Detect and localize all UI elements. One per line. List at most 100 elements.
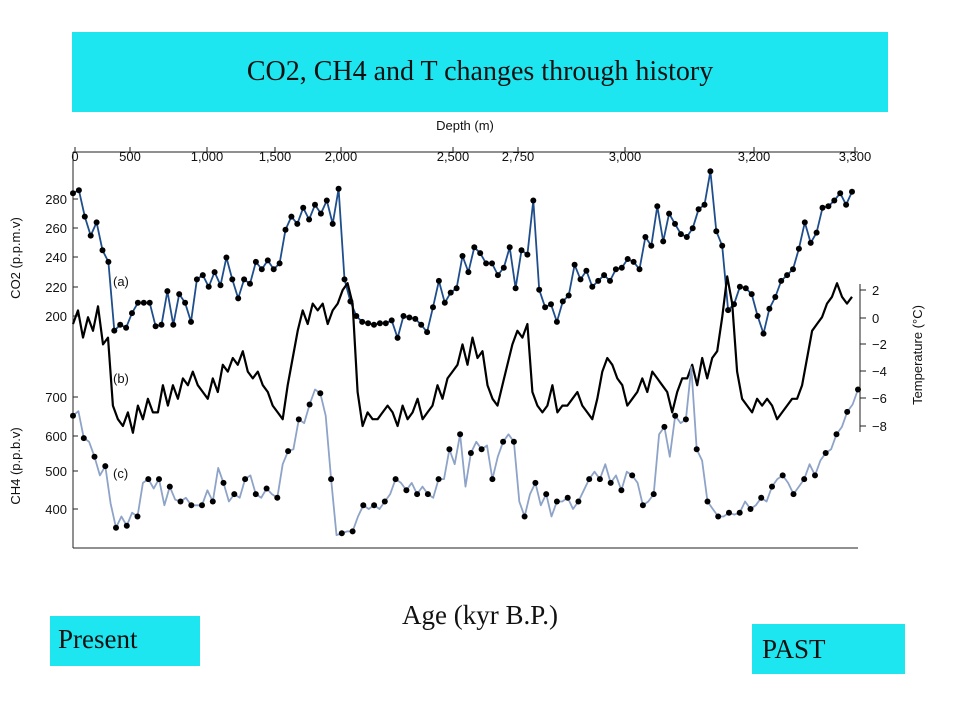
series-a-point (512, 285, 519, 292)
series-a-point (247, 280, 253, 287)
series-a-point (164, 288, 171, 295)
series-a-point (158, 321, 165, 328)
series-a-point (642, 234, 649, 240)
series-a-point (807, 239, 814, 246)
series-b-line (71, 275, 853, 434)
series-a-point (607, 277, 613, 284)
series-a-point (801, 219, 808, 226)
series-a-point (193, 276, 200, 283)
series-a-point (435, 277, 442, 284)
series-a-point (176, 291, 183, 298)
series-a-point (524, 251, 531, 258)
panel-b-tick-label: −6 (872, 391, 887, 406)
past-label: PAST (762, 634, 826, 664)
series-a-point (140, 299, 147, 306)
series-a-point (618, 264, 625, 271)
series-c-point (661, 423, 668, 430)
series-a-point (170, 321, 177, 328)
series-c-point (844, 408, 851, 415)
panel-c-tick-label: 700 (45, 390, 67, 405)
series-c-point (381, 498, 388, 505)
series-c-point (156, 476, 162, 483)
present-label-box: Present (50, 616, 200, 666)
series-a-point (111, 327, 118, 334)
series-a-point (465, 269, 472, 276)
series-a-point (129, 310, 135, 317)
series-a-point (630, 258, 637, 265)
series-a-point (849, 188, 855, 195)
series-c-point (790, 491, 797, 498)
series-a-point (282, 226, 289, 233)
depth-tick-label: 1,000 (191, 149, 224, 164)
depth-tick-label: 2,000 (325, 149, 358, 164)
panel-b-tick-label: −4 (872, 364, 887, 379)
panel-b-tick-label: 2 (872, 283, 879, 298)
series-c-point (715, 513, 722, 520)
series-c-point (553, 498, 560, 505)
series-a-point (412, 315, 419, 322)
series-a-point (654, 203, 661, 210)
series-a-point (506, 244, 513, 251)
series-c-point (457, 431, 464, 438)
series-a-point (695, 206, 702, 213)
past-label-box: PAST (752, 624, 905, 674)
series-a-point (211, 269, 218, 276)
series-c-point (629, 472, 636, 479)
panel-a-tick-label: 200 (45, 309, 67, 324)
series-c-point (338, 530, 345, 537)
series-a-point (394, 334, 401, 341)
series-c-point (543, 491, 550, 498)
series-a-point (660, 238, 667, 245)
series-a-point (825, 203, 832, 210)
series-c-point (328, 476, 335, 483)
series-c-point (414, 491, 421, 498)
series-a-point (772, 294, 779, 300)
series-a-point (689, 225, 696, 232)
series-a-point (388, 317, 395, 324)
series-a-point (371, 321, 377, 328)
series-a-point (382, 320, 389, 327)
series-c-point (822, 450, 829, 456)
series-a-point (530, 197, 537, 204)
depth-tick-label: 2,500 (437, 149, 470, 164)
panel-c-tick-label: 400 (45, 502, 67, 517)
series-a-point (105, 258, 112, 265)
series-c-point (704, 498, 711, 505)
series-a-point (359, 318, 366, 325)
series-c-point (693, 446, 700, 453)
panel-b-tick-label: −8 (872, 419, 887, 434)
series-a-point (335, 185, 342, 192)
series-a-point (477, 250, 484, 257)
depth-axis-label: Depth (m) (436, 118, 494, 133)
series-a-point (713, 228, 720, 235)
series-c-point (177, 498, 184, 505)
series-a-point (559, 298, 566, 305)
x-axis-title: Age (kyr B.P.) (402, 600, 558, 630)
series-c-point (252, 491, 259, 498)
series-c-point (478, 446, 485, 453)
series-a-point (494, 272, 501, 279)
series-a-point (182, 299, 189, 306)
series-c-point (446, 446, 453, 453)
panel-b-label: (b) (113, 371, 129, 386)
series-a-point (241, 276, 248, 283)
series-a-point (99, 247, 106, 254)
series-c-point (500, 438, 507, 445)
series-a-point (70, 190, 76, 197)
series-a-point (376, 320, 383, 327)
series-c-point (489, 476, 496, 483)
series-a-point (536, 286, 543, 293)
panel-a-tick-label: 260 (45, 221, 67, 236)
series-c-point (758, 494, 765, 501)
series-a-point (270, 266, 277, 273)
series-a-point (542, 304, 549, 311)
series-a-point (418, 321, 425, 328)
series-c-point (285, 448, 292, 455)
series-a-point (276, 260, 283, 267)
series-a-point (760, 330, 767, 337)
depth-tick-label: 3,000 (609, 149, 642, 164)
series-a-point (677, 231, 684, 238)
series-c-point (274, 494, 281, 501)
series-c-point (586, 476, 593, 483)
series-c-point (102, 463, 109, 470)
